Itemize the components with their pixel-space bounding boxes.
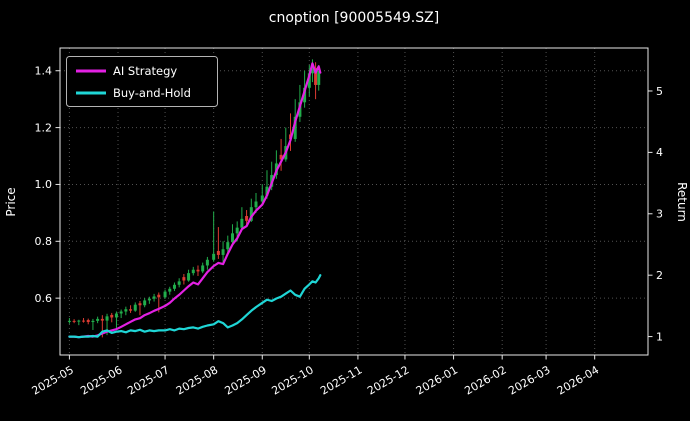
candle-body bbox=[157, 294, 161, 298]
return-tick-label: 3 bbox=[656, 208, 663, 221]
series-line-ai-strategy bbox=[68, 62, 322, 339]
x-tick-label: 2025-12 bbox=[365, 363, 411, 397]
chart-title: cnoption [90005549.SZ] bbox=[269, 10, 439, 26]
candle-body bbox=[143, 300, 147, 306]
x-tick-label: 2026-01 bbox=[414, 363, 460, 397]
x-tick-label: 2026-02 bbox=[462, 363, 508, 397]
candle-body bbox=[216, 250, 220, 255]
candle-body bbox=[82, 320, 86, 322]
candle-body bbox=[72, 320, 76, 322]
candle-body bbox=[310, 67, 314, 74]
candle-body bbox=[147, 298, 151, 301]
candle-body bbox=[303, 87, 307, 103]
candle-body bbox=[119, 311, 123, 314]
price-tick-label: 1.4 bbox=[35, 65, 53, 78]
candle-body bbox=[293, 116, 297, 139]
price-tick-label: 1.0 bbox=[35, 178, 53, 191]
candle-body bbox=[240, 218, 244, 228]
axes-and-legend: 2025-05 2025-06 2025-07 2025-08 2025-09 2025-… bbox=[30, 47, 663, 398]
return-tick-label: 1 bbox=[656, 330, 663, 343]
return-tick-label: 5 bbox=[656, 85, 663, 98]
x-tick-label: 2025-10 bbox=[270, 363, 316, 397]
candle-body bbox=[67, 320, 71, 322]
legend-label-ai-strategy: AI Strategy bbox=[113, 64, 177, 78]
candle-body bbox=[100, 318, 104, 321]
candle-body bbox=[307, 73, 311, 88]
series-line-buy-and-hold bbox=[68, 274, 322, 339]
return-tick-label: 2 bbox=[656, 269, 663, 282]
price-tick-label: 0.6 bbox=[35, 292, 53, 305]
x-tick-label: 2025-08 bbox=[174, 363, 220, 397]
candle-body bbox=[163, 291, 167, 298]
legend-label-buy-and-hold: Buy-and-Hold bbox=[113, 86, 191, 100]
candle-body bbox=[260, 195, 264, 202]
candle-body bbox=[226, 242, 230, 250]
candle-body bbox=[105, 316, 109, 321]
candle-body bbox=[86, 320, 90, 323]
plot-frame bbox=[59, 47, 649, 356]
candle-body bbox=[191, 269, 195, 274]
candle-body bbox=[124, 309, 128, 312]
candle-body bbox=[235, 227, 239, 234]
price-tick-label: 0.8 bbox=[35, 235, 53, 248]
candle-body bbox=[279, 154, 283, 160]
candle-body bbox=[212, 253, 216, 260]
candle-body bbox=[114, 313, 118, 318]
candle-body bbox=[129, 309, 133, 311]
x-tick-label: 2026-03 bbox=[506, 363, 552, 397]
candle-body bbox=[265, 186, 269, 196]
candle-body bbox=[249, 207, 253, 221]
candle-body bbox=[152, 296, 156, 299]
candle-body bbox=[168, 288, 172, 292]
candle-body bbox=[205, 259, 209, 266]
candle-body bbox=[230, 233, 234, 243]
candle-body bbox=[77, 320, 81, 322]
candle-body bbox=[221, 249, 225, 255]
x-tick-label: 2025-07 bbox=[125, 363, 171, 397]
candle-body bbox=[314, 67, 318, 85]
candle-body bbox=[317, 70, 321, 85]
x-tick-label: 2026-04 bbox=[555, 363, 601, 397]
y-axis-label-price: Price bbox=[4, 187, 18, 216]
price-tick-label: 1.2 bbox=[35, 121, 53, 134]
candle-body bbox=[201, 265, 205, 272]
candle-body bbox=[187, 273, 191, 281]
candle-body bbox=[245, 215, 249, 221]
candle-body bbox=[254, 201, 258, 208]
x-tick-label: 2025-06 bbox=[78, 363, 124, 397]
plot-area bbox=[60, 48, 648, 355]
candle-body bbox=[172, 284, 176, 289]
candle-body bbox=[110, 314, 114, 318]
candle-body bbox=[177, 281, 181, 285]
return-tick-label: 4 bbox=[656, 146, 663, 159]
legend: AI Strategy Buy-and-Hold bbox=[66, 56, 218, 107]
candle-body bbox=[138, 303, 142, 306]
candle-body bbox=[182, 277, 186, 281]
x-tick-label: 2025-09 bbox=[222, 363, 268, 397]
x-tick-label: 2025-11 bbox=[318, 363, 364, 397]
candle-body bbox=[196, 269, 200, 272]
candle-body bbox=[133, 304, 137, 311]
candle-body bbox=[96, 318, 100, 321]
x-tick-label: 2025-05 bbox=[30, 363, 76, 397]
candle-body bbox=[91, 320, 95, 323]
y-axis-label-return: Return bbox=[675, 182, 689, 222]
